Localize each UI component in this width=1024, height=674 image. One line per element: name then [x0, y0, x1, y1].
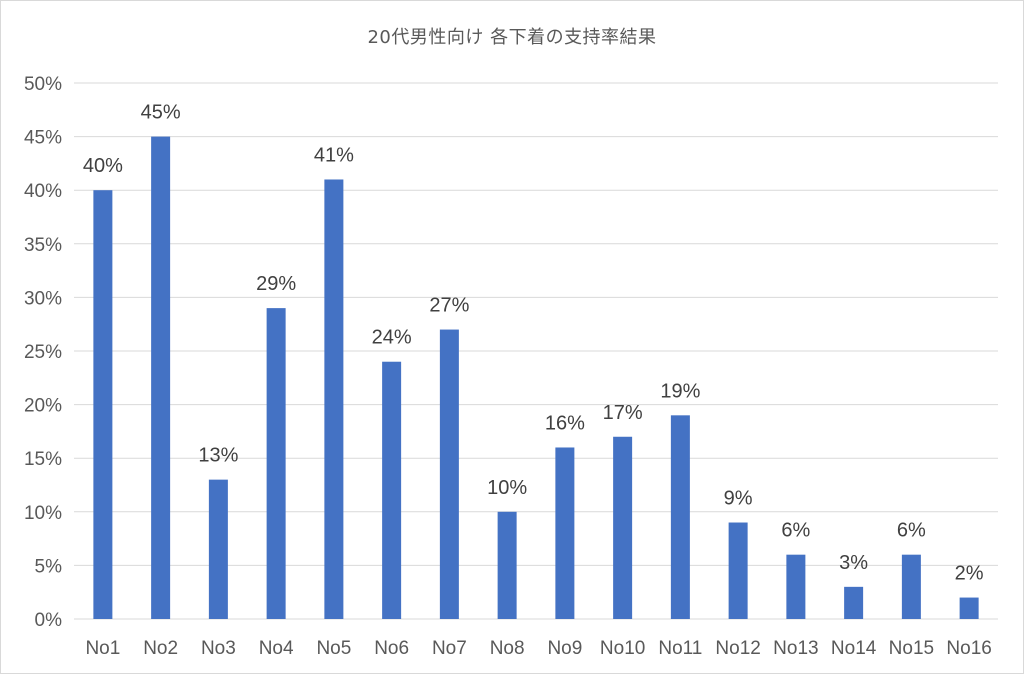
- x-tick-label: No11: [658, 638, 702, 659]
- data-label: 19%: [660, 380, 700, 402]
- data-label: 40%: [83, 155, 123, 177]
- bar: [728, 522, 748, 619]
- x-tick-label: No14: [831, 638, 877, 659]
- x-tick-label: No16: [946, 638, 991, 659]
- data-label: 41%: [314, 144, 354, 166]
- x-axis-ticks: No1 No2 No3 No4 No5 No6 No7 No8 No9 No10 No11 No12 N…: [85, 638, 991, 659]
- gridlines: [74, 82, 998, 620]
- bar: [324, 179, 344, 620]
- bar: [555, 447, 575, 619]
- data-label: 24%: [372, 327, 412, 349]
- x-tick-label: No2: [143, 638, 178, 659]
- data-label: 29%: [256, 273, 296, 295]
- data-label: 45%: [141, 102, 181, 124]
- bar: [786, 554, 806, 619]
- x-tick-label: No13: [773, 638, 818, 659]
- bar: [901, 554, 921, 619]
- x-tick-label: No5: [316, 638, 351, 659]
- y-axis-ticks: 0% 5% 10% 15% 20% 25% 30% 35% 40% 45% 50%: [24, 74, 62, 631]
- bar: [613, 436, 633, 619]
- bar: [266, 308, 286, 619]
- data-label: 3%: [839, 552, 868, 574]
- x-tick-label: No3: [201, 638, 236, 659]
- bar: [844, 586, 864, 619]
- y-tick-label: 5%: [35, 556, 63, 577]
- bar: [439, 329, 459, 619]
- bar: [670, 415, 690, 619]
- y-tick-label: 15%: [24, 449, 62, 470]
- y-tick-label: 35%: [24, 235, 62, 256]
- y-tick-label: 40%: [24, 181, 62, 202]
- data-labels: 40% 45% 13% 29% 41% 24% 27% 10% 16% 17% 19% 9% 6% 3% 6…: [83, 102, 984, 585]
- data-label: 10%: [487, 477, 527, 499]
- x-tick-label: No8: [490, 638, 525, 659]
- x-tick-label: No10: [600, 638, 645, 659]
- data-label: 6%: [897, 520, 926, 542]
- chart-title: 20代男性向け 各下着の支持率結果: [367, 27, 657, 48]
- bars: [93, 136, 979, 620]
- data-label: 17%: [603, 402, 643, 424]
- bar: [93, 190, 113, 619]
- bar: [151, 136, 171, 619]
- y-tick-label: 10%: [24, 503, 62, 524]
- data-label: 9%: [724, 488, 753, 510]
- data-label: 13%: [198, 445, 238, 467]
- x-tick-label: No12: [715, 638, 760, 659]
- x-tick-label: No1: [85, 638, 120, 659]
- bar: [497, 511, 517, 619]
- y-tick-label: 25%: [24, 342, 62, 363]
- bar: [382, 361, 402, 619]
- x-tick-label: No15: [889, 638, 934, 659]
- bar: [208, 479, 228, 619]
- data-label: 2%: [955, 563, 984, 585]
- y-tick-label: 30%: [24, 288, 62, 309]
- y-tick-label: 50%: [24, 74, 62, 95]
- bar: [959, 597, 979, 619]
- y-tick-label: 20%: [24, 396, 62, 417]
- x-tick-label: No9: [547, 638, 582, 659]
- x-tick-label: No6: [374, 638, 409, 659]
- data-label: 16%: [545, 412, 585, 434]
- data-label: 27%: [429, 295, 469, 317]
- data-label: 6%: [781, 520, 810, 542]
- x-tick-label: No7: [432, 638, 467, 659]
- x-tick-label: No4: [259, 638, 294, 659]
- y-tick-label: 45%: [24, 128, 62, 149]
- y-tick-label: 0%: [35, 610, 63, 631]
